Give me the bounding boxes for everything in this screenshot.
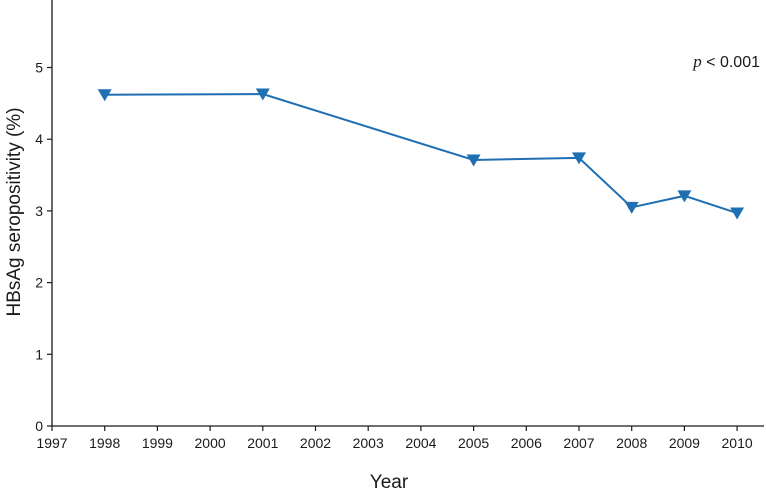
y-tick-label: 2 bbox=[35, 275, 43, 291]
x-tick-label: 1999 bbox=[142, 435, 173, 451]
x-tick-label: 2009 bbox=[669, 435, 700, 451]
x-axis-ticks: 1997 1998 1999 2000 2001 2002 2003 2004 2005 2006… bbox=[36, 426, 753, 451]
data-point-marker bbox=[624, 201, 639, 214]
y-tick-label: 3 bbox=[35, 203, 43, 219]
x-tick-label: 2008 bbox=[616, 435, 647, 451]
p-value-rest: < 0.001 bbox=[702, 54, 760, 71]
y-tick-label: 1 bbox=[35, 346, 43, 362]
x-axis-title: Year bbox=[370, 472, 409, 492]
series-group bbox=[97, 88, 745, 220]
x-tick-label: 2004 bbox=[405, 435, 436, 451]
x-tick-label: 2002 bbox=[300, 435, 331, 451]
data-point-marker bbox=[255, 88, 270, 101]
y-tick-label: 0 bbox=[35, 418, 43, 434]
y-axis-title: HBsAg seropositivity (%) bbox=[4, 107, 25, 316]
data-point-marker bbox=[466, 154, 481, 167]
series-line bbox=[104, 93, 738, 215]
p-value-annotation: p < 0.001 bbox=[692, 52, 760, 71]
p-value-italic: p bbox=[692, 52, 702, 71]
data-point-marker bbox=[97, 89, 112, 102]
axes bbox=[51, 0, 764, 427]
x-tick-label: 2001 bbox=[247, 435, 278, 451]
data-point-marker bbox=[730, 207, 745, 220]
y-tick-label: 4 bbox=[35, 131, 43, 147]
x-tick-label: 1998 bbox=[89, 435, 120, 451]
x-tick-label: 2003 bbox=[353, 435, 384, 451]
y-axis-ticks: 0 1 2 3 4 5 bbox=[35, 60, 52, 434]
x-tick-label: 2007 bbox=[563, 435, 594, 451]
y-tick-label: 5 bbox=[35, 60, 43, 76]
data-point-marker bbox=[572, 152, 586, 165]
x-tick-label: 2010 bbox=[722, 435, 753, 451]
x-tick-label: 2005 bbox=[458, 435, 489, 451]
x-tick-label: 1997 bbox=[36, 435, 67, 451]
x-tick-label: 2000 bbox=[195, 435, 226, 451]
data-point-marker bbox=[677, 190, 692, 203]
x-tick-label: 2006 bbox=[511, 435, 542, 451]
